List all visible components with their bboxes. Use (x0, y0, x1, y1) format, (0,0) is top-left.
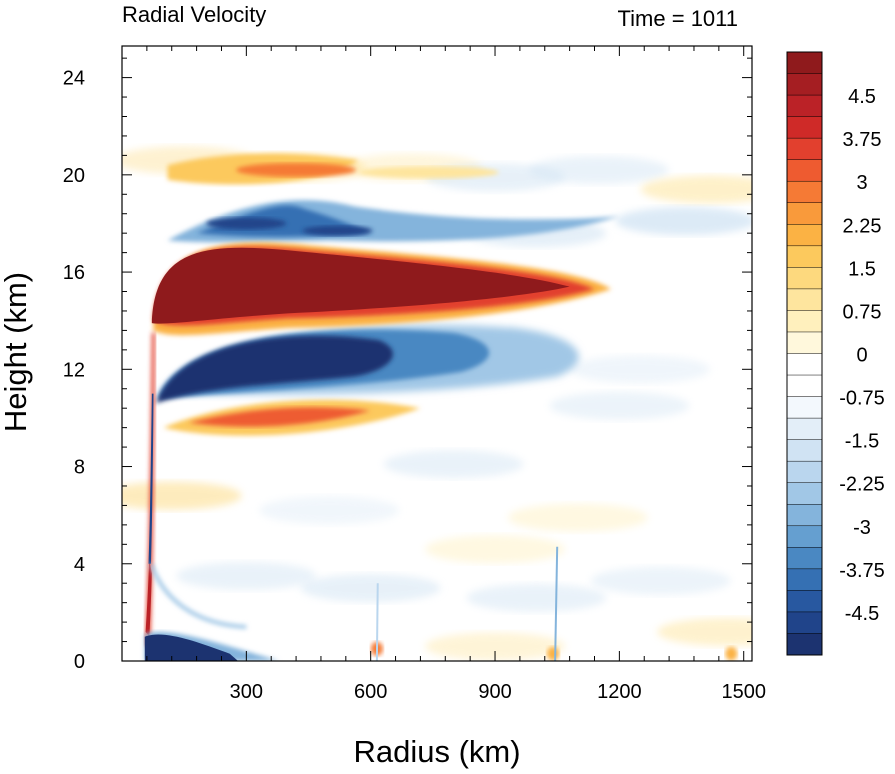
background-patch (590, 566, 731, 595)
time-label: Time = 1011 (618, 6, 738, 31)
chart-title: Radial Velocity (122, 2, 266, 27)
colorbar-swatch (787, 52, 822, 75)
background-patch (425, 632, 566, 661)
artifact-line (375, 583, 379, 661)
background-patch (176, 561, 317, 590)
x-tick-label: 300 (230, 681, 263, 703)
background-patch (259, 496, 400, 525)
eyewall-blue (148, 393, 154, 564)
colorbar-swatch (787, 331, 822, 354)
colorbar-swatch (787, 224, 822, 247)
colorbar-swatch (787, 547, 822, 570)
bl-inflow-core (144, 634, 239, 661)
plot-frame (121, 45, 753, 662)
x-tick-label: 900 (478, 681, 511, 703)
colorbar-swatch (787, 138, 822, 161)
x-tick-labels: 300 600 900 1200 1500 (230, 681, 766, 703)
colorbar-swatch (787, 181, 822, 204)
colorbar-label: 0 (856, 345, 867, 367)
background-patch (615, 207, 752, 236)
colorbar-swatch (787, 418, 822, 441)
colorbar-swatch (787, 245, 822, 268)
background-patch (383, 450, 524, 479)
colorbar-label: -1.5 (845, 431, 879, 453)
y-axis-label: Height (km) (0, 272, 33, 432)
background-patch (300, 574, 441, 603)
background-patch (570, 355, 711, 384)
x-tick-label: 600 (354, 681, 387, 703)
colorbar-swatch (787, 633, 822, 656)
colorbar-label: 0.75 (843, 301, 882, 323)
colorbar-swatch (787, 439, 822, 462)
y-tick-label: 16 (63, 262, 85, 284)
colorbar-frame (786, 51, 823, 656)
y-tick-label: 20 (63, 165, 85, 187)
x-tick-label: 1200 (597, 681, 642, 703)
colorbar-swatch (787, 590, 822, 613)
colorbar-swatch (787, 482, 822, 505)
colorbar-swatch (787, 375, 822, 398)
colorbar-swatch (787, 116, 822, 139)
inflow-core (155, 335, 393, 404)
x-axis-label: Radius (km) (353, 734, 520, 769)
colorbar (786, 51, 823, 656)
colorbar-label: 1.5 (848, 258, 876, 280)
colorbar-swatch (787, 73, 822, 96)
background-patch (549, 391, 690, 420)
upper-inflow-core (206, 217, 287, 230)
colorbar-label: -2.25 (839, 474, 885, 496)
eyewall-red-core (145, 558, 152, 637)
y-tick-label: 24 (63, 68, 85, 90)
colorbar-swatch (787, 288, 822, 311)
background-patch (507, 503, 648, 532)
colorbar-swatch (787, 568, 822, 591)
surface-spot (725, 646, 738, 661)
top-outflow-east (358, 166, 499, 179)
colorbar-swatch (787, 525, 822, 548)
colorbar-label: 4.5 (848, 86, 876, 108)
colorbar-label: 3 (856, 172, 867, 194)
background-patch (528, 155, 669, 184)
background-patch (466, 583, 607, 612)
y-tick-labels: 0 4 8 12 16 20 24 (63, 68, 85, 673)
y-tick-label: 12 (63, 359, 85, 381)
colorbar-label: -0.75 (839, 388, 885, 410)
top-outflow-core (236, 162, 357, 177)
colorbar-label: 3.75 (843, 129, 882, 151)
colorbar-swatch (787, 504, 822, 527)
mid-outflow-band (188, 407, 371, 427)
colorbar-labels: 4.5 3.75 3 2.25 1.5 0.75 0 -0.75 -1.5 -2.25 -3 -3.7… (839, 86, 885, 625)
colorbar-swatch (787, 267, 822, 290)
y-tick-label: 4 (74, 554, 85, 576)
colorbar-swatch (787, 310, 822, 333)
colorbar-swatch (787, 461, 822, 484)
y-tick-label: 0 (74, 651, 85, 673)
colorbar-swatch (787, 396, 822, 419)
axis-ticks (121, 46, 752, 662)
artifact-line (554, 546, 559, 661)
colorbar-swatch (787, 353, 822, 376)
colorbar-swatch (787, 611, 822, 634)
colorbar-swatch (787, 95, 822, 118)
upper-inflow-core (302, 225, 373, 236)
surface-spot (547, 646, 560, 661)
velocity-field (122, 146, 752, 661)
colorbar-swatch (787, 202, 822, 225)
y-tick-label: 8 (74, 457, 85, 479)
background-patch (657, 617, 752, 646)
background-patch (425, 535, 566, 564)
colorbar-label: 2.25 (843, 215, 882, 237)
colorbar-label: -3 (853, 517, 871, 539)
colorbar-label: -3.75 (839, 560, 885, 582)
outflow-core (151, 247, 570, 324)
colorbar-label: -4.5 (845, 603, 879, 625)
colorbar-swatch (787, 159, 822, 182)
eyewall-blue-arc (149, 563, 247, 629)
background-patch (640, 175, 752, 204)
x-tick-label: 1500 (721, 681, 766, 703)
